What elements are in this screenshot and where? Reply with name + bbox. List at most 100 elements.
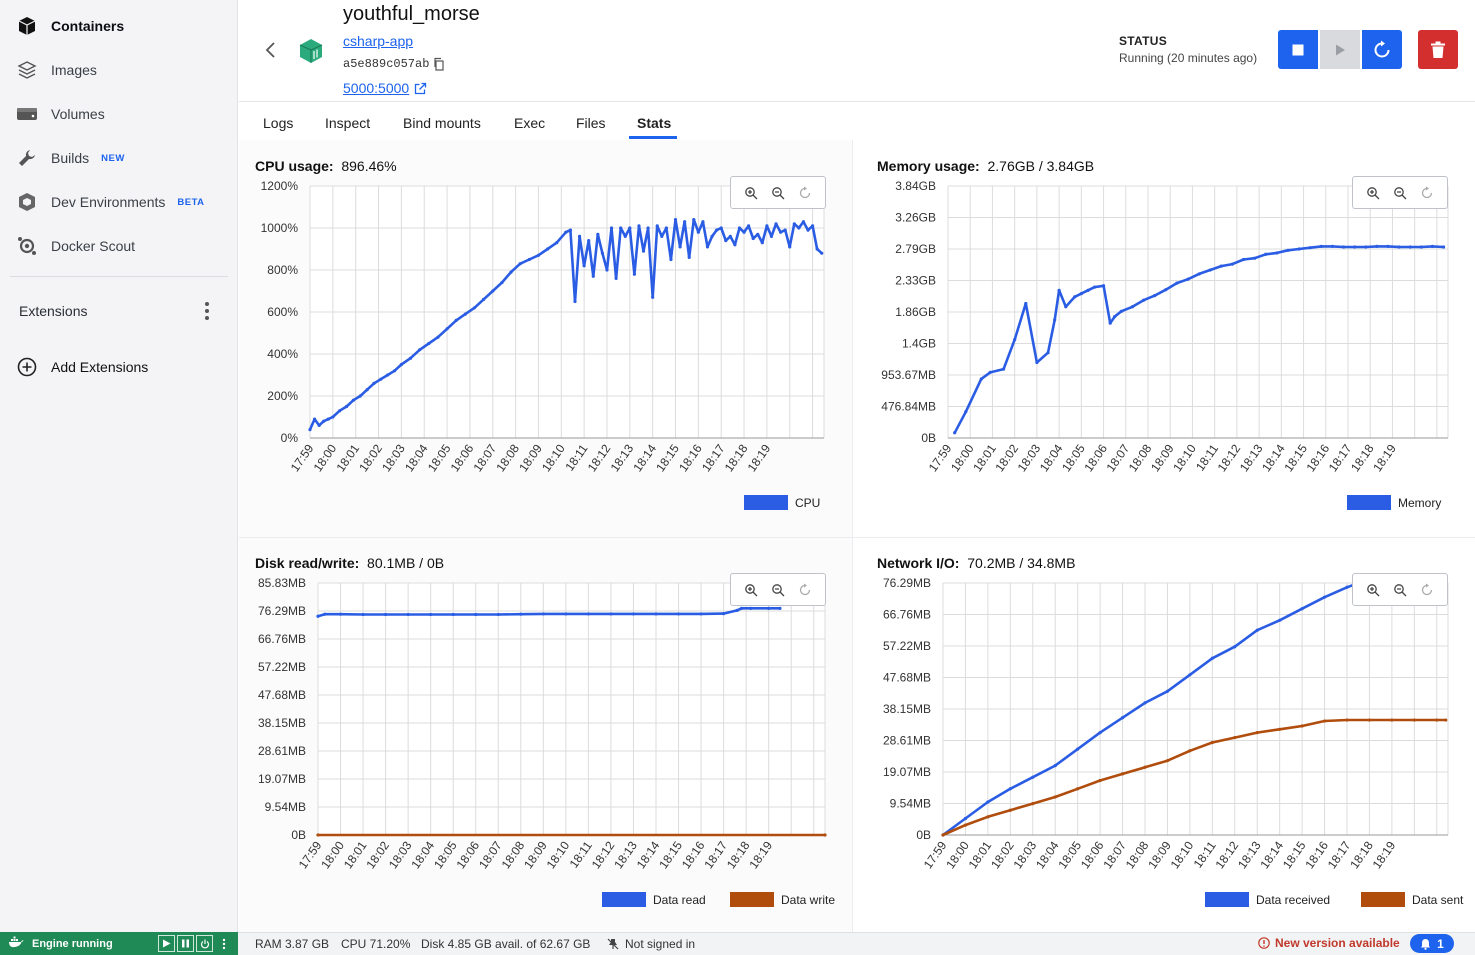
data-point: [1255, 731, 1259, 735]
legend-label[interactable]: Memory: [1398, 496, 1441, 510]
stop-button[interactable]: [1278, 30, 1318, 69]
legend-label[interactable]: Data write: [781, 893, 835, 907]
zoom-out-icon[interactable]: [1391, 581, 1409, 599]
x-tick-label: 18:14: [630, 441, 659, 474]
new-version-link[interactable]: New version available: [1258, 936, 1400, 950]
legend-swatch[interactable]: [602, 892, 646, 907]
x-tick-label: 18:14: [634, 838, 663, 871]
tab-stats[interactable]: Stats: [637, 115, 672, 131]
x-tick-label: 18:12: [585, 441, 614, 474]
legend-label[interactable]: CPU: [795, 496, 820, 510]
data-point: [953, 431, 957, 435]
chevron-left-icon: [265, 42, 275, 58]
tab-files[interactable]: Files: [576, 115, 606, 131]
data-point: [527, 257, 531, 262]
sign-in-status[interactable]: Not signed in: [607, 937, 695, 951]
sidebar-item-containers[interactable]: Containers: [16, 14, 124, 38]
zoom-out-icon[interactable]: [1391, 184, 1409, 202]
delete-button[interactable]: [1418, 30, 1458, 69]
x-tick-label: 18:13: [611, 838, 640, 871]
zoom-in-icon[interactable]: [1364, 184, 1382, 202]
data-point: [1108, 321, 1112, 325]
extensions-menu-icon[interactable]: [200, 301, 214, 321]
data-point: [518, 262, 522, 266]
vertical-divider: [852, 140, 853, 932]
y-tick-label: 9.54MB: [265, 800, 306, 814]
x-tick-label: 17:59: [926, 441, 955, 474]
data-point: [1300, 724, 1304, 728]
data-point: [964, 410, 968, 414]
legend-swatch[interactable]: [1205, 892, 1249, 907]
x-tick-label: 18:17: [701, 838, 730, 871]
restart-button[interactable]: [1362, 30, 1402, 69]
legend-swatch[interactable]: [730, 892, 774, 907]
back-button[interactable]: [262, 40, 280, 60]
legend-label[interactable]: Data sent: [1412, 893, 1464, 907]
x-tick-label: 18:03: [386, 838, 415, 871]
builds-icon: [16, 147, 38, 169]
x-tick-label: 18:16: [1302, 838, 1331, 871]
data-point: [1345, 718, 1349, 722]
dev-environments-icon: [16, 191, 38, 213]
tab-inspect[interactable]: Inspect: [325, 115, 371, 131]
engine-menu-icon[interactable]: [215, 935, 232, 952]
engine-power-icon[interactable]: [196, 935, 213, 952]
zoom-in-icon[interactable]: [742, 184, 760, 202]
series-line-data-received: [942, 582, 1357, 837]
y-tick-label: 47.68MB: [258, 688, 306, 702]
add-extensions-button[interactable]: Add Extensions: [16, 355, 148, 379]
x-tick-label: 18:02: [363, 838, 392, 871]
notifications-button[interactable]: 1: [1410, 934, 1454, 953]
zoom-in-icon[interactable]: [1364, 581, 1382, 599]
data-point: [1297, 247, 1301, 251]
data-point: [586, 612, 590, 616]
zoom-out-icon[interactable]: [769, 581, 787, 599]
data-point: [683, 220, 687, 224]
legend-swatch[interactable]: [1361, 892, 1405, 907]
image-link[interactable]: csharp-app: [343, 33, 414, 49]
data-point: [406, 612, 410, 617]
x-tick-label: 18:02: [356, 441, 385, 474]
data-point: [344, 404, 349, 409]
reset-zoom-icon[interactable]: [796, 184, 814, 202]
legend-label[interactable]: Data received: [1256, 893, 1330, 907]
reset-zoom-icon[interactable]: [796, 581, 814, 599]
tab-logs[interactable]: Logs: [263, 115, 294, 131]
data-point: [1264, 252, 1268, 256]
tab-bind-mounts[interactable]: Bind mounts: [403, 115, 481, 131]
reset-zoom-icon[interactable]: [1418, 581, 1436, 599]
x-tick-label: 18:00: [948, 441, 977, 474]
port-link[interactable]: 5000:5000: [343, 80, 427, 96]
y-tick-label: 0B: [916, 828, 931, 842]
zoom-out-icon[interactable]: [769, 184, 787, 202]
data-point: [678, 245, 682, 249]
zoom-in-icon[interactable]: [742, 581, 760, 599]
copy-icon[interactable]: [432, 57, 446, 71]
engine-pause-icon[interactable]: [177, 935, 194, 952]
x-tick-label: 18:07: [476, 838, 505, 871]
tab-exec[interactable]: Exec: [514, 115, 546, 131]
data-point: [1390, 718, 1394, 722]
legend-label[interactable]: Data read: [653, 893, 706, 907]
sidebar-item-docker-scout[interactable]: Docker Scout: [16, 234, 135, 258]
data-point: [979, 377, 983, 381]
data-point: [463, 312, 467, 316]
x-tick-label: 18:09: [1148, 441, 1177, 474]
data-point: [1073, 295, 1077, 299]
data-point: [509, 270, 513, 274]
data-point: [1330, 244, 1335, 248]
reset-zoom-icon[interactable]: [1418, 184, 1436, 202]
legend-swatch[interactable]: [744, 495, 788, 510]
sidebar-item-volumes[interactable]: Volumes: [16, 102, 105, 126]
data-point: [351, 398, 356, 402]
engine-play-icon[interactable]: [158, 935, 175, 952]
x-tick-label: 18:04: [1033, 838, 1062, 871]
legend-swatch[interactable]: [1347, 495, 1391, 510]
x-tick-label: 18:08: [1123, 838, 1152, 871]
data-point: [765, 224, 769, 228]
sidebar-item-builds[interactable]: Builds NEW: [16, 146, 125, 170]
data-point: [338, 612, 343, 616]
sidebar-item-images[interactable]: Images: [16, 58, 97, 82]
sidebar-item-dev-environments[interactable]: Dev Environments BETA: [16, 190, 205, 214]
start-button[interactable]: [1320, 30, 1360, 69]
